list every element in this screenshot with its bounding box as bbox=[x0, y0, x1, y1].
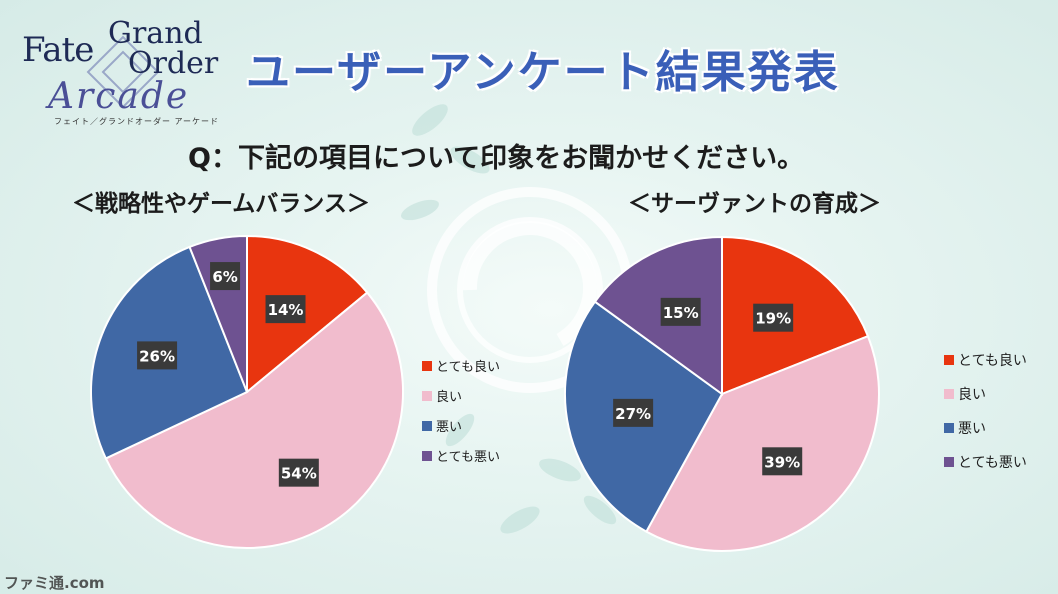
logo-kana: フェイト／グランドオーダー アーケード bbox=[54, 117, 220, 126]
watermark: ファミ通.com bbox=[4, 574, 105, 592]
pie-slice-1-1 bbox=[645, 334, 880, 552]
pie-label-text: 54% bbox=[281, 465, 317, 483]
pie-label-box bbox=[660, 297, 701, 326]
legend-servant: とても良い良い悪いとても悪い bbox=[944, 350, 1027, 486]
legend-item: とても悪い bbox=[944, 452, 1027, 472]
logo-fate: Fate bbox=[22, 30, 94, 70]
pie-label-box bbox=[278, 458, 319, 487]
pie-label-text: 39% bbox=[764, 453, 800, 471]
legend-swatch bbox=[422, 420, 432, 431]
legend-swatch bbox=[944, 457, 954, 467]
pie-label-box bbox=[210, 262, 241, 291]
legend-item: とても悪い bbox=[422, 446, 500, 465]
page-title: ユーザーアンケート結果発表 bbox=[246, 47, 840, 98]
survey-question: Q：下記の項目について印象をお聞かせください。 bbox=[188, 143, 805, 174]
legend-label: 良い bbox=[958, 387, 986, 403]
legend-item: 良い bbox=[422, 386, 500, 405]
legend-item: とても良い bbox=[944, 350, 1027, 370]
pie-label-text: 26% bbox=[139, 347, 175, 365]
legend-label: とても良い bbox=[958, 353, 1027, 369]
pie-label-1-0: 19% bbox=[753, 303, 794, 332]
legend-swatch bbox=[944, 355, 954, 365]
pie-label-1-1: 39% bbox=[762, 447, 803, 476]
legend-swatch bbox=[422, 450, 432, 461]
pie-chart-servant: 19% 39% 27% 15% bbox=[564, 235, 880, 552]
pie-label-text: 6% bbox=[212, 268, 237, 286]
pie-label-0-3: 6% bbox=[210, 262, 241, 291]
pie-label-box bbox=[762, 447, 803, 476]
pie-label-0-1: 54% bbox=[278, 458, 319, 487]
legend-swatch bbox=[422, 360, 432, 371]
pie-label-1-3: 15% bbox=[660, 297, 701, 326]
legend-swatch bbox=[944, 423, 954, 433]
pie-label-box bbox=[613, 398, 654, 427]
pie-label-text: 27% bbox=[615, 405, 651, 423]
pie-label-0-2: 26% bbox=[137, 341, 178, 370]
legend-label: とても悪い bbox=[958, 455, 1027, 471]
legend-label: 悪い bbox=[436, 420, 463, 435]
legend-item: とても良い bbox=[422, 356, 500, 375]
pie-label-text: 15% bbox=[663, 304, 699, 322]
logo-order: Order bbox=[128, 46, 219, 81]
pie-slice-0-0 bbox=[246, 234, 369, 395]
legend-label: 悪い bbox=[958, 421, 986, 437]
pie-label-box bbox=[137, 341, 178, 370]
pie-slice-1-3 bbox=[593, 235, 723, 396]
pie-label-1-2: 27% bbox=[613, 398, 654, 427]
legend-item: 良い bbox=[944, 384, 1027, 404]
legend-item: 悪い bbox=[422, 416, 500, 435]
legend-label: とても悪い bbox=[436, 450, 500, 465]
legend-swatch bbox=[422, 390, 432, 401]
pie-label-box bbox=[753, 303, 794, 332]
pie-chart-strategy: 14% 54% 26% 6% bbox=[90, 234, 404, 549]
pie-slice-0-1 bbox=[104, 291, 404, 549]
logo-grand: Grand bbox=[108, 16, 203, 51]
fgo-arcade-logo: Fate Grand Order Arcade フェイト／グランドオーダー アー… bbox=[18, 12, 228, 126]
logo-emblem-icon bbox=[86, 35, 160, 109]
legend-item: 悪い bbox=[944, 418, 1027, 438]
chart-title-strategy: ＜戦略性やゲームバランス＞ bbox=[72, 191, 370, 217]
pie-slice-1-0 bbox=[721, 235, 870, 396]
pie-label-text: 19% bbox=[755, 310, 791, 328]
legend-label: 良い bbox=[436, 390, 463, 405]
pie-label-box bbox=[265, 295, 306, 324]
pie-label-text: 14% bbox=[268, 301, 304, 319]
legend-strategy: とても良い良い悪いとても悪い bbox=[422, 356, 500, 476]
legend-swatch bbox=[944, 389, 954, 399]
pie-label-0-0: 14% bbox=[265, 295, 306, 324]
logo-arcade: Arcade bbox=[48, 76, 190, 117]
chart-title-servant: ＜サーヴァントの育成＞ bbox=[628, 191, 881, 217]
legend-label: とても良い bbox=[436, 360, 500, 375]
